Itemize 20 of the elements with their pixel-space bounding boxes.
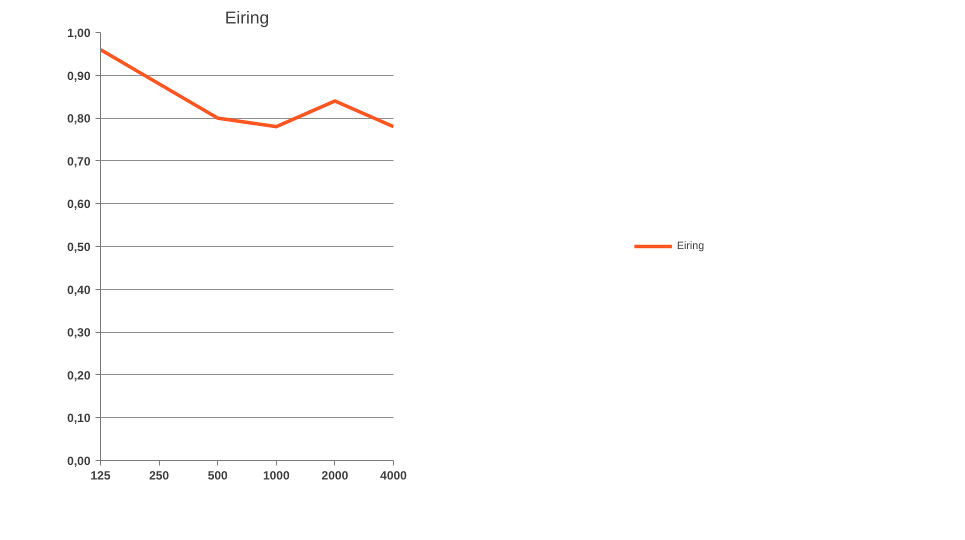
y-tick-label: 0,60 [67, 197, 91, 212]
y-tick-label: 0,30 [67, 326, 91, 340]
y-tick-label: 0,10 [67, 411, 91, 426]
y-tick-label: 0,00 [67, 454, 91, 468]
y-tick-label: 0,90 [67, 68, 91, 83]
x-tick-label: 2000 [322, 468, 349, 482]
y-tick-label: 0,50 [67, 240, 91, 254]
legend-label: Eiring [676, 240, 704, 252]
y-tick-label: 0,70 [67, 154, 91, 168]
chart-title: Eiring [224, 8, 270, 28]
x-tick-label: 4000 [380, 468, 408, 482]
x-tick-label: 1000 [262, 468, 290, 482]
y-tick-label: 0,40 [67, 282, 91, 297]
y-tick-label: 0,20 [67, 368, 91, 382]
x-tick-label: 250 [149, 468, 170, 482]
x-tick-label: 500 [208, 468, 228, 482]
line-series [100, 48, 394, 128]
y-tick-label: 1,00 [67, 26, 91, 40]
y-tick-label: 0,80 [67, 112, 91, 126]
x-tick-label: 125 [90, 468, 111, 482]
